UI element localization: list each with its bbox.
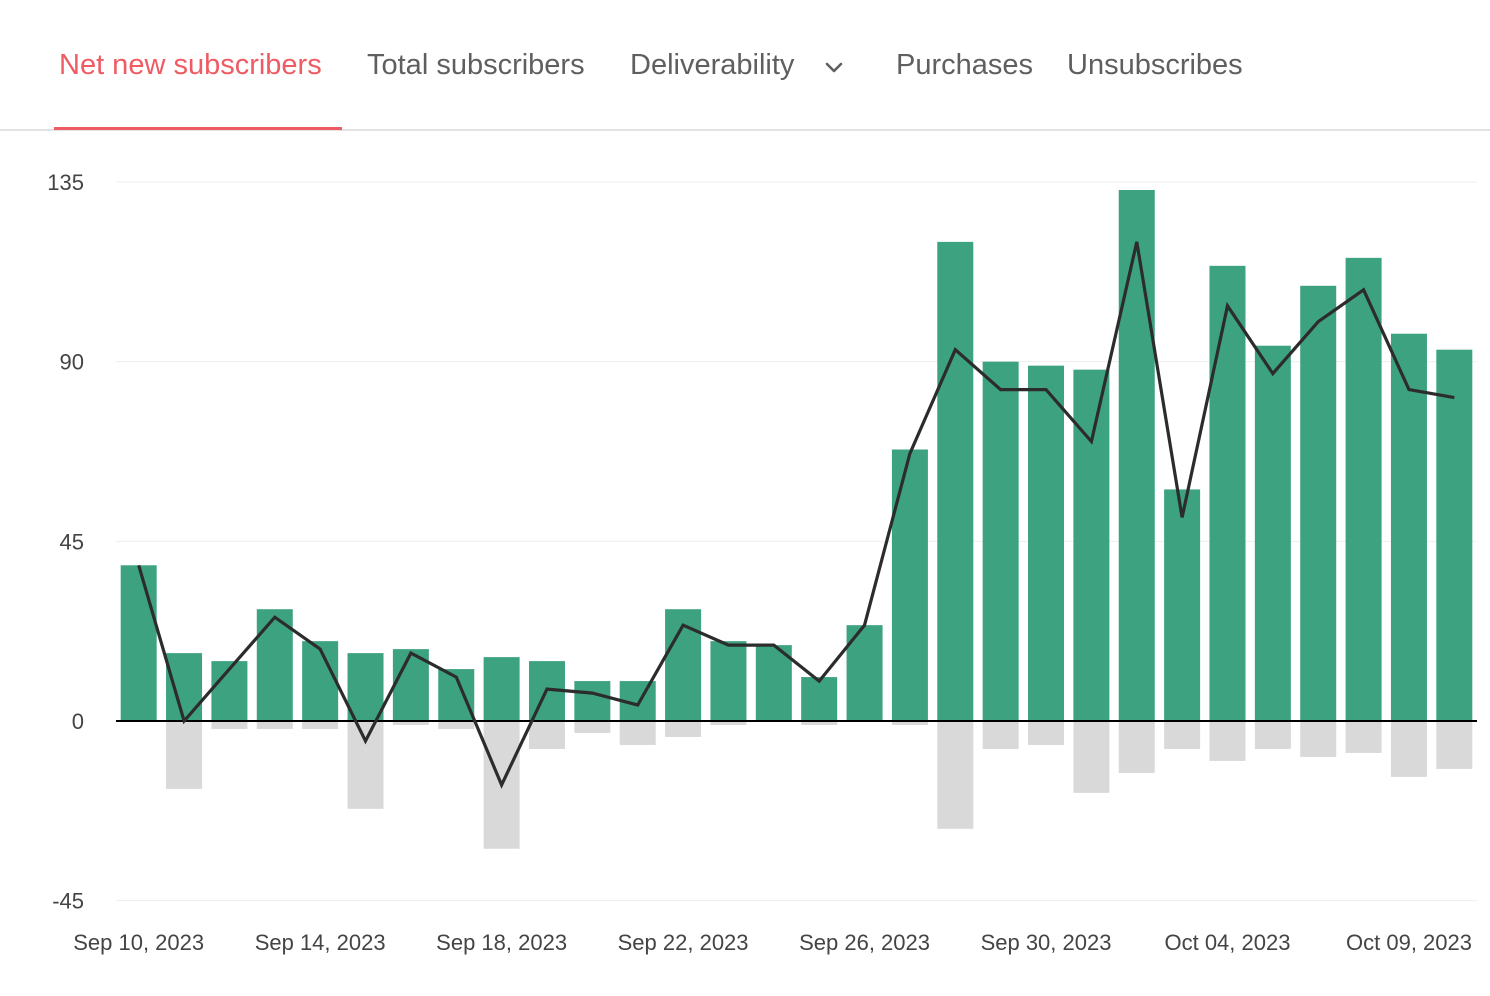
positive-bar [1254, 345, 1291, 721]
positive-bar [256, 609, 293, 721]
positive-bar [120, 565, 157, 721]
positive-bar [755, 645, 792, 721]
tab-deliverability[interactable]: Deliverability [630, 44, 844, 87]
net-line-series [137, 241, 1455, 789]
positive-bar [347, 653, 384, 721]
negative-bar [710, 721, 747, 725]
negative-bar [619, 721, 656, 745]
x-tick-label: Sep 22, 2023 [618, 930, 749, 955]
negative-bar [665, 721, 702, 737]
negative-bar [1390, 721, 1427, 777]
tab-net-new-subscribers[interactable]: Net new subscribers [59, 44, 322, 86]
positive-bar [801, 677, 838, 721]
y-tick-label: 45 [60, 529, 84, 554]
tab-unsubscribes[interactable]: Unsubscribes [1067, 44, 1243, 86]
positive-bar [1345, 257, 1382, 721]
active-tab-indicator [54, 127, 342, 130]
positive-bar [1390, 333, 1427, 721]
tab-label: Deliverability [630, 49, 795, 81]
negative-bar [1436, 721, 1473, 769]
positive-bar [302, 641, 339, 721]
tab-bar: Net new subscribers Total subscribers De… [0, 0, 1490, 131]
negative-bar [1254, 721, 1291, 749]
negative-bar [256, 721, 293, 729]
negative-bar [1118, 721, 1155, 773]
negative-bar [438, 721, 475, 729]
positive-bar [891, 449, 928, 721]
negative-bar [1028, 721, 1065, 745]
positive-bar [1073, 369, 1110, 721]
tab-purchases[interactable]: Purchases [896, 44, 1033, 86]
negative-bar [574, 721, 611, 733]
x-tick-label: Oct 04, 2023 [1164, 930, 1290, 955]
tab-label: Net new subscribers [59, 49, 322, 81]
positive-bar [1164, 489, 1201, 721]
y-tick-label: 90 [60, 350, 84, 375]
positive-bar [166, 653, 203, 721]
negative-bar [1345, 721, 1382, 753]
positive-bar [982, 361, 1019, 721]
negative-bar [347, 721, 384, 809]
negative-bar [1300, 721, 1337, 757]
x-tick-label: Oct 09, 2023 [1346, 930, 1472, 955]
positive-bar [710, 641, 747, 721]
x-tick-label: Sep 26, 2023 [799, 930, 930, 955]
y-tick-label: 0 [72, 709, 84, 734]
tab-label: Unsubscribes [1067, 49, 1243, 81]
negative-bar [302, 721, 339, 729]
positive-bar [1300, 285, 1337, 721]
y-tick-label: 135 [47, 170, 84, 195]
negative-bar [801, 721, 838, 725]
net-new-subscribers-chart: -45 0 45 90 135 Sep 10, 2023 Sep 14, 2023 Sep 1… [47, 170, 1477, 955]
y-tick-label: -45 [52, 889, 84, 914]
negative-bar [392, 721, 429, 725]
negative-bar [1073, 721, 1110, 793]
positive-bar [483, 657, 520, 721]
tab-total-subscribers[interactable]: Total subscribers [367, 44, 585, 86]
negative-bar [982, 721, 1019, 749]
negative-bar [211, 721, 248, 729]
x-tick-label: Sep 18, 2023 [436, 930, 567, 955]
negative-bar [1164, 721, 1201, 749]
negative-bar [528, 721, 565, 749]
chevron-down-icon[interactable] [824, 45, 844, 87]
positive-bar [574, 681, 611, 721]
x-tick-label: Sep 14, 2023 [255, 930, 386, 955]
tab-label: Purchases [896, 49, 1034, 81]
positive-bar [1436, 349, 1473, 721]
positive-bar [1028, 365, 1065, 721]
positive-bar [1209, 265, 1246, 721]
positive-bar [937, 241, 974, 721]
x-tick-label: Sep 30, 2023 [981, 930, 1112, 955]
positive-bar [1118, 189, 1155, 722]
negative-bar [1209, 721, 1246, 761]
negative-bar [166, 721, 203, 789]
negative-bar [937, 721, 974, 829]
negative-bar [891, 721, 928, 725]
x-tick-label: Sep 10, 2023 [73, 930, 204, 955]
tab-label: Total subscribers [367, 49, 585, 81]
